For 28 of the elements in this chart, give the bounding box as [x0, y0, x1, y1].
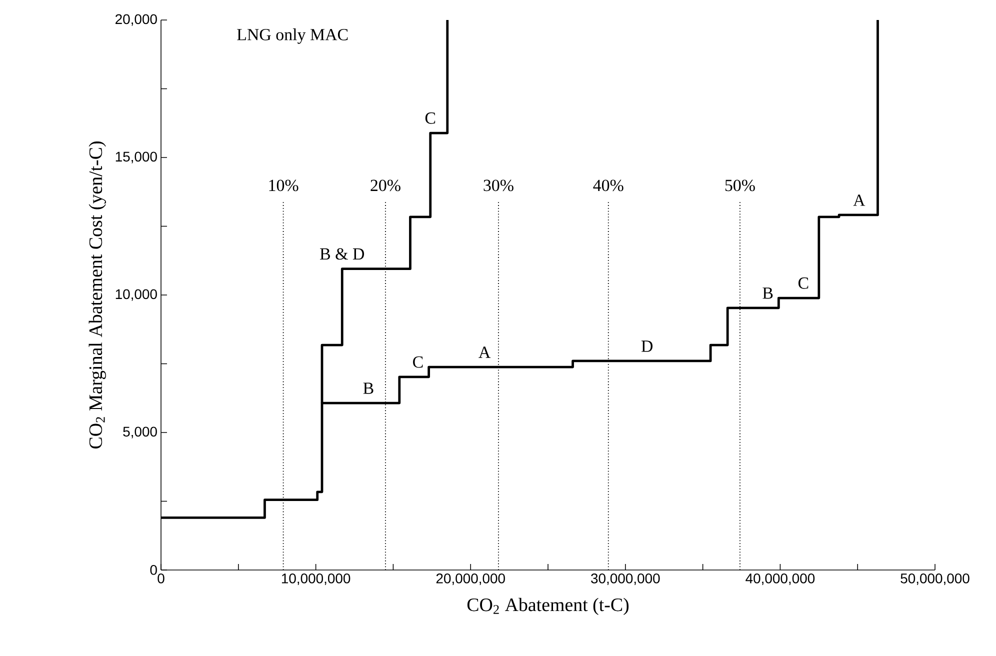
y-tick-label: 5,000 — [123, 426, 157, 438]
annotation: 30% — [484, 180, 514, 192]
x-tick-label: 10,000,000 — [282, 573, 350, 586]
x-tick-label: 20,000,000 — [436, 573, 505, 586]
annotation: B — [363, 382, 374, 394]
y-tick-label: 10,000 — [116, 289, 157, 301]
x-tick-label: 0 — [158, 573, 164, 584]
annotation: B & D — [320, 248, 364, 260]
annotation: 20% — [370, 180, 400, 192]
annotation: A — [853, 194, 866, 206]
y-tick-label: 15,000 — [116, 152, 157, 164]
annotation: 10% — [269, 180, 298, 192]
x-axis-title: CO$_{2}$ Abatement (t-C) — [467, 598, 629, 616]
y-axis-title: CO$_{2}$ Marginal Abatement Cost (yen/t-C) — [88, 142, 106, 448]
y-tick-label: 20,000 — [116, 14, 157, 26]
x-tick-label: 40,000,000 — [746, 573, 815, 586]
annotation: C — [425, 112, 436, 124]
annotation: LNG only MAC — [237, 28, 348, 44]
annotation: C — [413, 356, 423, 368]
annotation: 50% — [725, 180, 755, 192]
annotation: 40% — [593, 180, 624, 192]
annotation: C — [798, 277, 808, 289]
x-tick-label: 50,000,000 — [900, 573, 970, 586]
x-tick-label: 30,000,000 — [591, 573, 660, 586]
annotation: A — [478, 346, 491, 358]
annotation: B — [762, 288, 773, 299]
annotation: D — [641, 340, 653, 352]
y-tick-label: 0 — [150, 565, 157, 575]
